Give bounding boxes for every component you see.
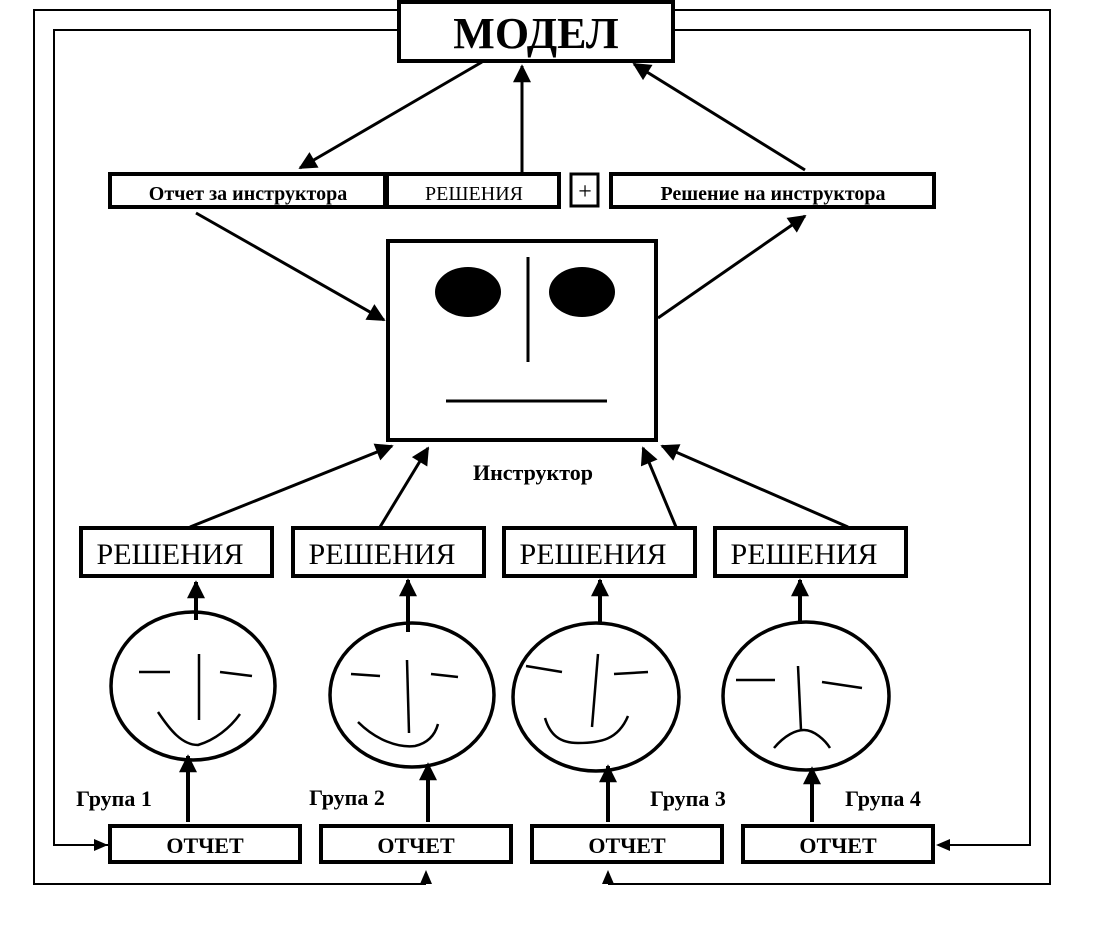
group-3-report-label: ОТЧЕТ — [588, 833, 666, 858]
loop-arrowheads — [94, 839, 950, 884]
instructor-face — [386, 239, 658, 442]
top-solutions-box: РЕШЕНИЯ — [385, 172, 561, 209]
group-3-name: Група 3 — [650, 786, 726, 811]
outer-loop-lines — [33, 9, 1051, 885]
group-2-solutions-box — [291, 526, 486, 578]
group-4-report-box — [741, 824, 935, 864]
model-arrows — [298, 60, 806, 172]
group-4-solutions-label: РЕШЕНИЯ — [731, 538, 878, 571]
group-2-report-box — [319, 824, 513, 864]
group-1-name: Група 1 — [76, 786, 152, 811]
group-2-face — [328, 621, 496, 769]
instructor-decision-box: Решение на инструктора — [609, 172, 936, 209]
instructor-right-eye — [549, 267, 615, 317]
group-3-report-box — [530, 824, 724, 864]
group-2-report-label: ОТЧЕТ — [377, 833, 455, 858]
group-3-face — [511, 621, 681, 773]
group-3-solutions-label: РЕШЕНИЯ — [520, 538, 667, 571]
group-1-solutions-label: РЕШЕНИЯ — [97, 538, 244, 571]
group-1: РЕШЕНИЯ Група 1 ОТЧЕТ — [76, 526, 302, 864]
group-2-solutions-label: РЕШЕНИЯ — [309, 538, 456, 571]
instructor-top-arrows — [195, 211, 807, 322]
instructor-label: Инструктор — [473, 460, 593, 485]
group-1-report-box — [108, 824, 302, 864]
model-box: МОДЕЛ — [397, 0, 675, 63]
instructor-decision-label: Решение на инструктора — [660, 183, 885, 205]
group-4: РЕШЕНИЯ Група 4 ОТЧЕТ — [713, 526, 935, 864]
group-2: РЕШЕНИЯ Група 2 ОТЧЕТ — [291, 526, 513, 864]
plus-box: + — [569, 172, 600, 208]
group-4-face — [721, 620, 891, 772]
group-3-solutions-box — [502, 526, 697, 578]
instructor-report-label: Отчет за инструктора — [149, 183, 347, 205]
solutions-to-instructor-arrows — [189, 443, 849, 529]
group-1-face — [109, 610, 277, 762]
plus-label: + — [578, 179, 592, 205]
model-label: МОДЕЛ — [453, 9, 619, 58]
instructor-left-eye — [435, 267, 501, 317]
group-4-report-label: ОТЧЕТ — [799, 833, 877, 858]
group-3: РЕШЕНИЯ Група 3 ОТЧЕТ — [502, 526, 726, 864]
group-1-report-label: ОТЧЕТ — [166, 833, 244, 858]
group-2-name: Група 2 — [309, 785, 385, 810]
group-4-name: Група 4 — [845, 786, 921, 811]
group-1-solutions-box — [79, 526, 274, 578]
instructor-report-box: Отчет за инструктора — [108, 172, 387, 209]
top-solutions-label: РЕШЕНИЯ — [425, 183, 523, 205]
group-4-solutions-box — [713, 526, 908, 578]
